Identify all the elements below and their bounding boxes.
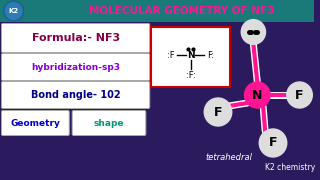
Text: :F: :F xyxy=(167,51,175,60)
FancyBboxPatch shape xyxy=(2,53,150,80)
Circle shape xyxy=(204,98,232,126)
Circle shape xyxy=(259,129,287,157)
Text: Geometry: Geometry xyxy=(11,118,60,127)
Text: :F:: :F: xyxy=(186,71,196,80)
FancyBboxPatch shape xyxy=(0,0,314,22)
FancyBboxPatch shape xyxy=(72,111,146,136)
Text: K2 chemistry: K2 chemistry xyxy=(265,163,315,172)
FancyBboxPatch shape xyxy=(2,111,69,136)
Text: Bond angle- 102: Bond angle- 102 xyxy=(31,90,120,100)
Text: N: N xyxy=(187,51,194,60)
Circle shape xyxy=(4,1,24,21)
Text: F: F xyxy=(269,136,277,150)
FancyBboxPatch shape xyxy=(151,27,230,87)
Circle shape xyxy=(242,20,265,44)
Text: MOLECULAR GEOMETRY OF NF3: MOLECULAR GEOMETRY OF NF3 xyxy=(89,6,274,16)
Text: shape: shape xyxy=(94,118,124,127)
Text: hybridization-sp3: hybridization-sp3 xyxy=(31,62,120,71)
FancyBboxPatch shape xyxy=(2,24,150,53)
Text: N: N xyxy=(252,89,262,102)
Text: K2: K2 xyxy=(9,8,19,14)
Text: F: F xyxy=(214,105,222,118)
Circle shape xyxy=(244,82,270,108)
Circle shape xyxy=(287,82,312,108)
Text: F:: F: xyxy=(207,51,214,60)
Circle shape xyxy=(5,3,22,19)
FancyBboxPatch shape xyxy=(2,82,150,109)
Text: tetrahedral: tetrahedral xyxy=(205,152,252,161)
Text: Formula:- NF3: Formula:- NF3 xyxy=(32,33,120,43)
Text: F: F xyxy=(295,89,304,102)
